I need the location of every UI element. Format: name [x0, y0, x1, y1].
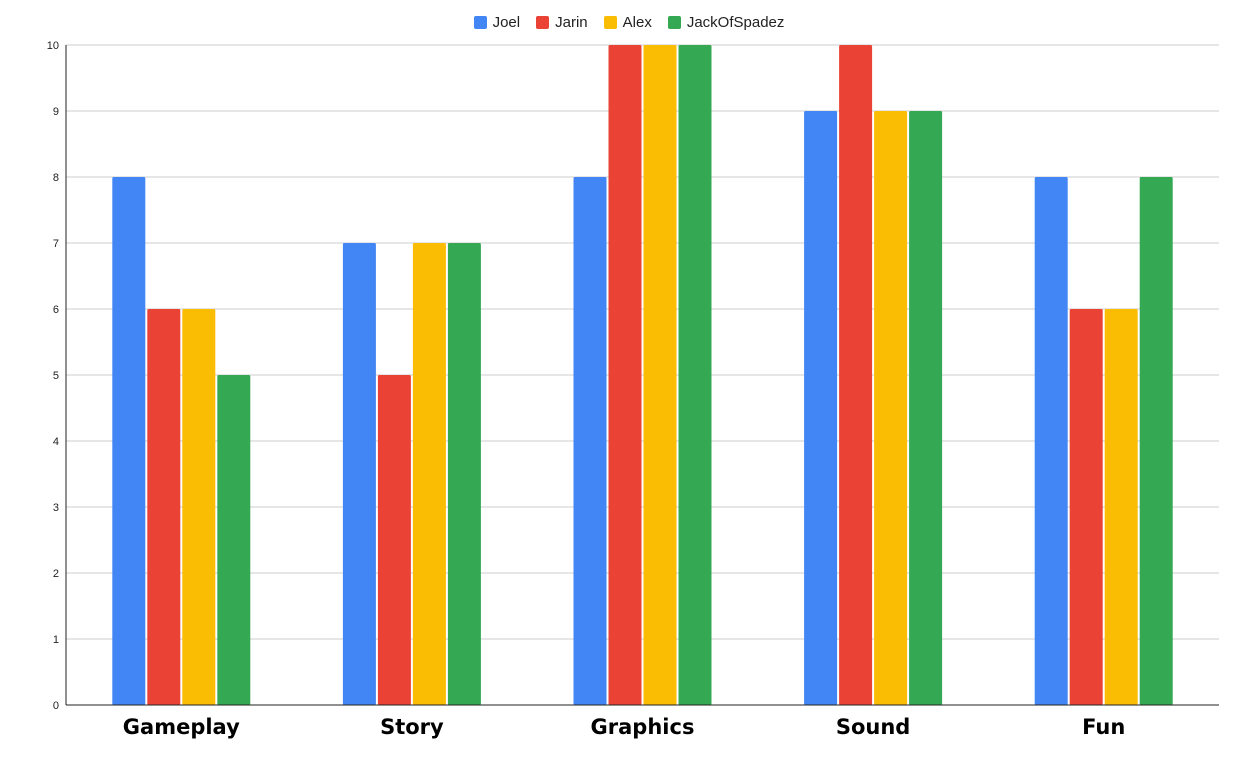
bar: [413, 243, 446, 705]
chart-plot: 0 1 2 3 4 5 6 7 8 9 10 Gameplay Story Graphics Sound Fu…: [0, 0, 1258, 778]
y-tick-label: 10: [47, 40, 59, 52]
x-tick-label: Sound: [836, 715, 910, 739]
y-tick-label: 1: [53, 634, 59, 646]
bar: [1035, 177, 1068, 705]
bar: [182, 309, 215, 705]
bar: [378, 375, 411, 705]
x-tick-label: Gameplay: [123, 715, 240, 739]
bar: [839, 45, 872, 705]
y-tick-label: 5: [53, 370, 59, 382]
bar: [804, 111, 837, 705]
x-tick-label: Fun: [1082, 715, 1125, 739]
bar: [1140, 177, 1173, 705]
y-tick-label: 3: [53, 502, 59, 514]
chart: Joel Jarin Alex JackOfSpadez 01234567891…: [0, 0, 1258, 778]
y-tick-label: 9: [53, 106, 59, 118]
bar: [644, 45, 677, 705]
bar: [909, 111, 942, 705]
y-tick-label: 0: [53, 700, 59, 712]
bar: [874, 111, 907, 705]
bar: [609, 45, 642, 705]
bar: [574, 177, 607, 705]
bar: [448, 243, 481, 705]
y-tick-label: 4: [53, 436, 59, 448]
bar: [1070, 309, 1103, 705]
y-tick-label: 6: [53, 304, 59, 316]
bar: [147, 309, 180, 705]
y-tick-label: 2: [53, 568, 59, 580]
bar: [679, 45, 712, 705]
y-tick-label: 8: [53, 172, 59, 184]
x-tick-label: Graphics: [591, 715, 695, 739]
y-tick-label: 7: [53, 238, 59, 250]
x-tick-label: Story: [380, 715, 444, 739]
bar: [1105, 309, 1138, 705]
bar: [217, 375, 250, 705]
bar: [112, 177, 145, 705]
bar: [343, 243, 376, 705]
